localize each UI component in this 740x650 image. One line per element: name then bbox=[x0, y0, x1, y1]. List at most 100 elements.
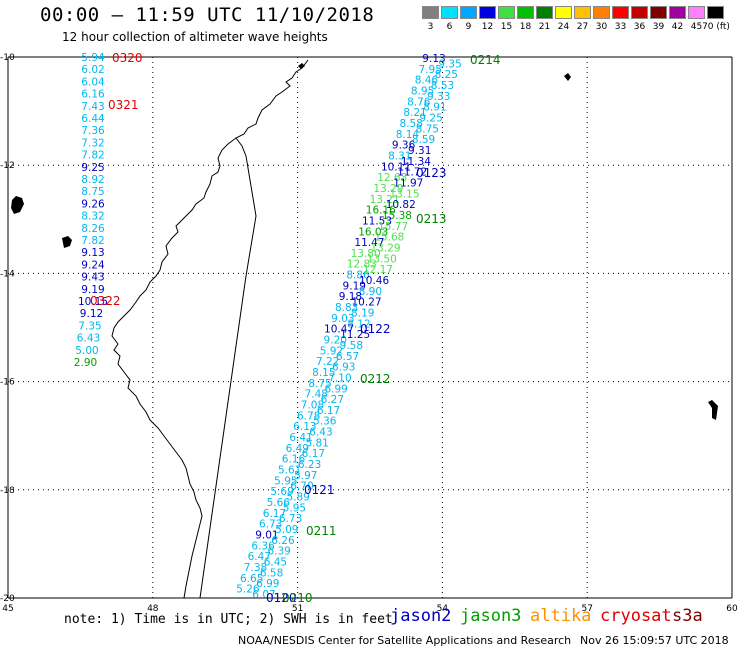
wave-height-value: 11.97 bbox=[393, 178, 423, 190]
wave-height-value: 5.92 bbox=[320, 345, 343, 357]
scale-label: 39 bbox=[652, 22, 665, 32]
altimeter-tracks: 5.946.026.046.167.436.447.367.327.829.25… bbox=[74, 52, 462, 601]
scale-label: 12 bbox=[481, 22, 494, 32]
scale-swatch bbox=[479, 6, 496, 19]
reunion-island bbox=[564, 73, 571, 81]
lat-tick-label: -16 bbox=[0, 378, 15, 388]
wave-height-value: 10.27 bbox=[352, 297, 382, 309]
wave-height-value: 8.31 bbox=[388, 150, 411, 162]
madagascar-east-coast bbox=[199, 137, 257, 599]
scale-label: 42 bbox=[671, 22, 684, 32]
island-north bbox=[298, 63, 305, 69]
wave-height-value: 5.94 bbox=[81, 52, 105, 64]
wave-height-value: 15.77 bbox=[378, 221, 408, 233]
wave-height-value: 10.47 bbox=[324, 324, 354, 336]
wave-height-value: 16.03 bbox=[358, 226, 388, 238]
wave-height-value: 9.19 bbox=[81, 284, 104, 296]
footer-credit: NOAA/NESDIS Center for Satellite Applica… bbox=[238, 634, 572, 647]
wave-height-value: 9.33 bbox=[427, 91, 450, 103]
wave-height-value: 5.61 bbox=[278, 464, 301, 476]
mauritius-island bbox=[708, 400, 718, 420]
lon-tick-label: 48 bbox=[147, 604, 159, 614]
wave-height-value: 9.13 bbox=[81, 247, 104, 259]
pass-label: 0214 bbox=[470, 53, 501, 67]
lat-tick-label: -20 bbox=[0, 594, 15, 604]
mayotte-island bbox=[62, 236, 72, 248]
wave-height-value: 6.23 bbox=[298, 459, 321, 471]
satellite-legend-item: altika bbox=[530, 606, 592, 626]
scale-swatch bbox=[555, 6, 572, 19]
wave-height-value: 9.31 bbox=[408, 145, 431, 157]
wave-height-value: 5.69 bbox=[270, 486, 293, 498]
wave-height-value: 9.01 bbox=[255, 529, 278, 541]
wave-height-value: 8.75 bbox=[416, 123, 439, 135]
wave-height-value: 9.58 bbox=[340, 340, 363, 352]
wave-height-value: 5.95 bbox=[283, 502, 306, 514]
scale-swatch bbox=[612, 6, 629, 19]
wave-height-value: 6.16 bbox=[282, 454, 306, 466]
wave-height-value: 6.16 bbox=[81, 89, 105, 101]
lat-tick-label: -14 bbox=[0, 269, 15, 279]
wave-height-value: 6.65 bbox=[240, 573, 263, 585]
wave-height-value: 12.63 bbox=[377, 172, 407, 184]
wave-height-value: 9.20 bbox=[324, 335, 347, 347]
pass-label: 0321 bbox=[108, 98, 139, 112]
wave-height-value: 9.18 bbox=[339, 291, 362, 303]
scale-label: 9 bbox=[465, 22, 472, 32]
wave-height-value: 7.36 bbox=[81, 125, 105, 137]
note-text: note: 1) Time is in UTC; 2) SWH is in fe… bbox=[64, 612, 393, 627]
wave-height-value: 9.03 bbox=[331, 313, 354, 325]
wave-height-value: 6.99 bbox=[324, 383, 347, 395]
wave-height-value: 13.29 bbox=[373, 183, 403, 195]
wave-height-value: 6.36 bbox=[251, 540, 275, 552]
wave-height-value: 6.39 bbox=[267, 546, 290, 558]
wave-height-value: 9.24 bbox=[81, 259, 105, 271]
wave-height-value: 9.12 bbox=[80, 308, 103, 320]
scale-swatch bbox=[688, 6, 705, 19]
wave-height-value: 8.91 bbox=[423, 102, 446, 114]
wave-height-value: 6.78 bbox=[297, 410, 320, 422]
scale-swatch bbox=[422, 6, 439, 19]
wave-height-value: 6.93 bbox=[332, 362, 355, 374]
wave-height-value: 6.49 bbox=[286, 443, 309, 455]
wave-height-value: 8.32 bbox=[81, 211, 104, 223]
wave-height-value: 15.68 bbox=[374, 232, 404, 244]
wave-height-value: 9.35 bbox=[438, 58, 461, 70]
lat-tick-label: -18 bbox=[0, 486, 15, 496]
pass-label: 0120 bbox=[266, 591, 297, 605]
wave-height-value: 8.90 bbox=[359, 286, 382, 298]
footer-timestamp: Nov 26 15:09:57 UTC 2018 bbox=[580, 634, 729, 647]
lon-tick-label: 51 bbox=[292, 604, 303, 614]
pass-label: 0210 bbox=[282, 591, 313, 605]
scale-label: 24 bbox=[557, 22, 570, 32]
scale-swatch bbox=[460, 6, 477, 19]
scale-swatch bbox=[498, 6, 515, 19]
wave-height-value: 11.34 bbox=[401, 156, 431, 168]
scale-label: 36 bbox=[633, 22, 646, 32]
wave-height-value: 15.38 bbox=[382, 210, 412, 222]
wave-height-value: 9.19 bbox=[343, 280, 366, 292]
satellite-legend-item: jason2 bbox=[390, 606, 452, 626]
wave-height-value: 7.95 bbox=[419, 64, 442, 76]
lat-tick-label: -10 bbox=[0, 53, 15, 63]
wave-height-value: 5.66 bbox=[267, 497, 291, 509]
wave-height-value: 5.26 bbox=[236, 584, 260, 596]
scale-label: 3 bbox=[427, 22, 434, 32]
satellite-legend-item: cryosat bbox=[600, 606, 672, 626]
wave-height-value: 6.41 bbox=[289, 432, 312, 444]
wave-height-value: 6.73 bbox=[279, 513, 302, 525]
wave-height-value: 8.75 bbox=[308, 378, 331, 390]
lat-tick-label: -12 bbox=[0, 161, 15, 171]
scale-swatch bbox=[574, 6, 591, 19]
wave-height-value: 9.13 bbox=[422, 53, 445, 65]
wave-height-value: 6.02 bbox=[81, 64, 104, 76]
wave-height-value: 10.82 bbox=[386, 199, 416, 211]
wave-height-value: 5.09 bbox=[275, 524, 298, 536]
scale-label: 45 bbox=[690, 22, 703, 32]
scale-label: 15 bbox=[500, 22, 513, 32]
pass-label: 0123 bbox=[416, 166, 447, 180]
wave-height-value: 8.46 bbox=[415, 75, 439, 87]
wave-height-value: 13.21 bbox=[370, 194, 400, 206]
wave-height-value: 7.43 bbox=[81, 101, 104, 113]
